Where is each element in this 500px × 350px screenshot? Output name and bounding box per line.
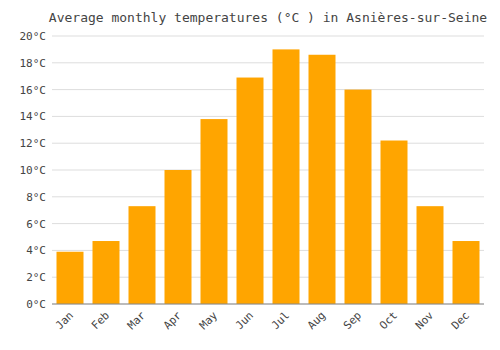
- bar: [165, 170, 192, 304]
- x-axis: Jan Feb Mar Apr May Jun Jul Aug Sep Oct Nov Dec: [53, 309, 472, 333]
- bar: [345, 90, 372, 304]
- x-tick-label: Aug: [305, 309, 328, 332]
- grid-line: [52, 62, 484, 63]
- y-tick-label: 16°C: [20, 84, 47, 97]
- grid-line: [52, 304, 484, 305]
- bar: [309, 55, 336, 304]
- grid-line: [52, 143, 484, 144]
- y-tick-label: 10°C: [20, 164, 47, 177]
- x-tick-label: May: [197, 309, 221, 333]
- bar: [129, 206, 156, 304]
- x-tick-label: Jan: [53, 309, 76, 332]
- y-tick-label: 8°C: [26, 191, 46, 204]
- bar: [273, 49, 300, 304]
- grid-line: [52, 89, 484, 90]
- chart-container: Average monthly temperatures (°C ) in As…: [0, 0, 500, 350]
- x-tick-label: Dec: [449, 309, 472, 332]
- grid-line: [52, 170, 484, 171]
- bar: [453, 241, 480, 304]
- grid-line: [52, 196, 484, 197]
- x-tick-label: Nov: [413, 309, 437, 333]
- x-tick-label: Mar: [125, 309, 149, 333]
- y-axis: 0°C 2°C 4°C 6°C 8°C 10°C 12°C 14°C 16°C 18°C 20°C: [20, 30, 485, 311]
- y-tick-label: 2°C: [26, 271, 46, 284]
- x-tick-label: Sep: [341, 309, 364, 332]
- y-tick-label: 20°C: [20, 30, 47, 43]
- bar: [57, 252, 84, 304]
- bars: [57, 49, 480, 304]
- x-axis-line: [52, 304, 484, 305]
- y-tick-label: 12°C: [20, 137, 47, 150]
- chart-title: Average monthly temperatures (°C ) in As…: [49, 10, 487, 25]
- bar: [93, 241, 120, 304]
- x-tick-label: Feb: [89, 309, 112, 332]
- bar: [381, 141, 408, 304]
- y-tick-label: 6°C: [26, 218, 46, 231]
- x-tick-label: Oct: [377, 309, 400, 332]
- y-tick-label: 0°C: [26, 298, 46, 311]
- y-tick-label: 4°C: [26, 244, 46, 257]
- bar: [237, 78, 264, 304]
- chart-svg: Average monthly temperatures (°C ) in As…: [0, 0, 500, 350]
- x-tick-label: Jun: [233, 309, 256, 332]
- x-tick-label: Jul: [269, 309, 292, 332]
- y-tick-label: 14°C: [20, 110, 47, 123]
- x-tick-label: Apr: [161, 309, 185, 333]
- bar: [201, 119, 228, 304]
- y-tick-label: 18°C: [20, 57, 47, 70]
- bar: [417, 206, 444, 304]
- grid-line: [52, 116, 484, 117]
- grid-line: [52, 36, 484, 37]
